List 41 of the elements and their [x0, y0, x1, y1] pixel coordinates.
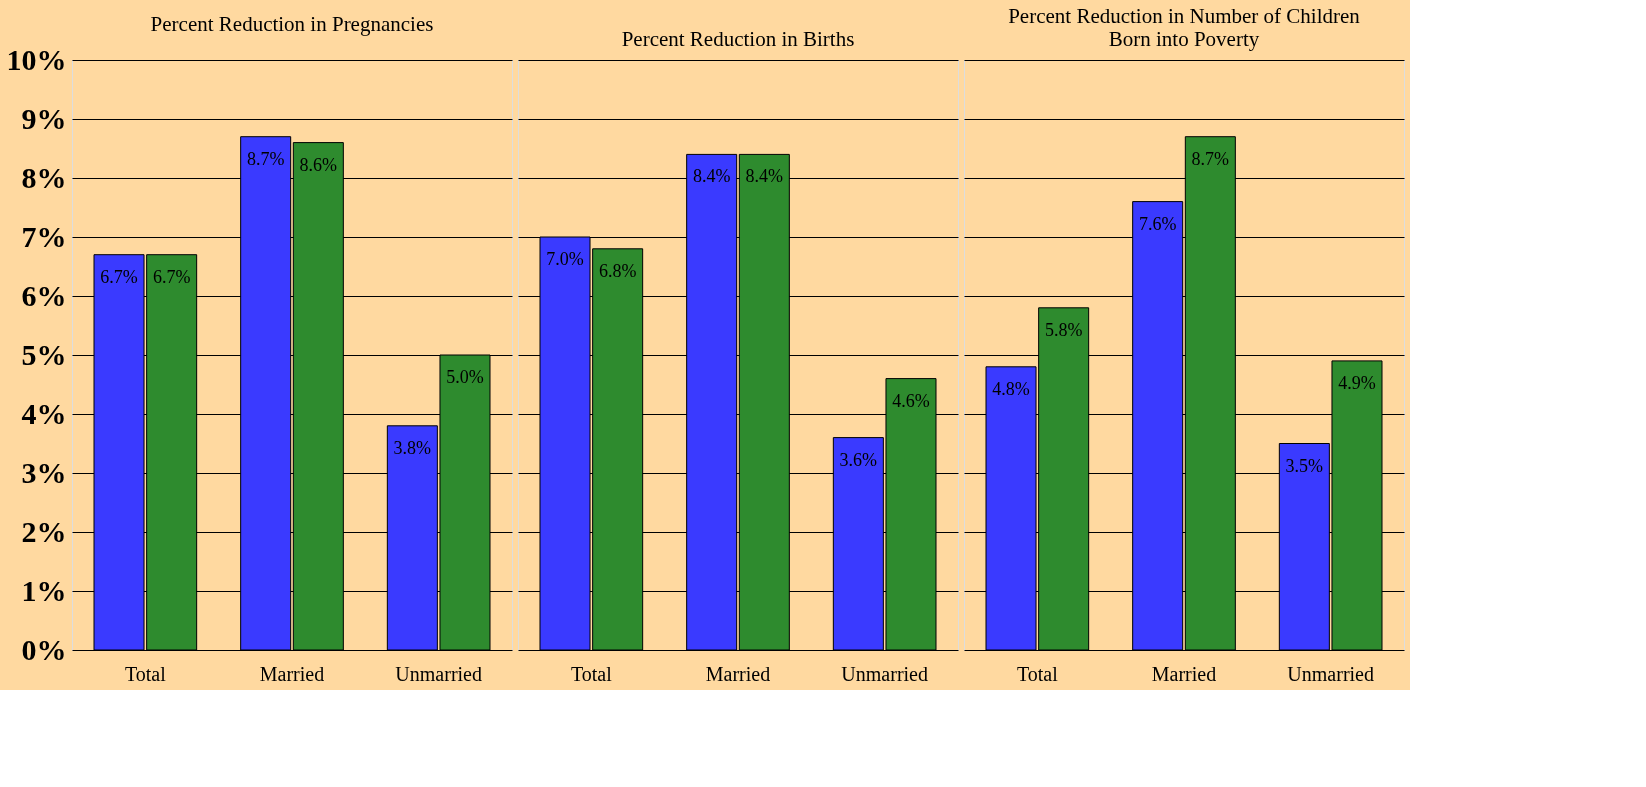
y-tick-label: 3%	[21, 455, 67, 489]
x-tick-label: Unmarried	[1287, 662, 1374, 685]
data-label: 8.4%	[745, 166, 784, 187]
data-label: 6.7%	[152, 266, 191, 287]
data-label: 8.7%	[1191, 148, 1230, 169]
data-label: 4.6%	[892, 390, 930, 411]
chart-title: Percent Reduction in Pregnancies	[150, 12, 434, 36]
data-label: 3.5%	[1285, 455, 1324, 476]
x-tick-label: Married	[705, 662, 771, 685]
chart-title: Percent Reduction in Number of Children Born into Poverty	[1008, 4, 1361, 51]
x-tick-label: Married	[1151, 662, 1217, 685]
x-tick-label: Unmarried	[395, 662, 482, 685]
data-label: 4.8%	[992, 378, 1030, 399]
y-tick-label: 5%	[21, 337, 67, 371]
x-tick-label: Total	[124, 662, 167, 685]
y-tick-label: 6%	[21, 278, 67, 312]
y-tick-label: 10%	[6, 42, 67, 76]
y-tick-label: 7%	[21, 219, 67, 253]
x-tick-label: Married	[259, 662, 325, 685]
y-tick-label: 1%	[21, 573, 67, 607]
x-tick-label: Total	[570, 662, 613, 685]
data-label: 4.9%	[1338, 372, 1376, 393]
data-label: 8.7%	[246, 148, 285, 169]
y-tick-label: 8%	[21, 160, 67, 194]
y-tick-label: 0%	[21, 632, 67, 666]
data-label: 6.8%	[598, 260, 637, 281]
data-label: 8.4%	[692, 166, 731, 187]
y-tick-label: 9%	[21, 101, 67, 135]
data-label: 5.8%	[1044, 319, 1083, 340]
data-label: 6.7%	[100, 266, 138, 287]
data-label: 5.0%	[446, 367, 484, 387]
y-tick-label: 2%	[21, 514, 67, 548]
x-tick-label: Unmarried	[841, 662, 928, 685]
data-label: 8.6%	[299, 154, 338, 175]
data-label: 7.0%	[546, 249, 584, 269]
x-tick-label: Total	[1016, 662, 1059, 685]
y-tick-label: 4%	[21, 396, 67, 430]
data-label: 7.6%	[1138, 213, 1177, 234]
data-label: 3.8%	[393, 437, 432, 458]
data-label: 3.6%	[839, 449, 878, 470]
chart-title: Percent Reduction in Births	[621, 27, 855, 51]
